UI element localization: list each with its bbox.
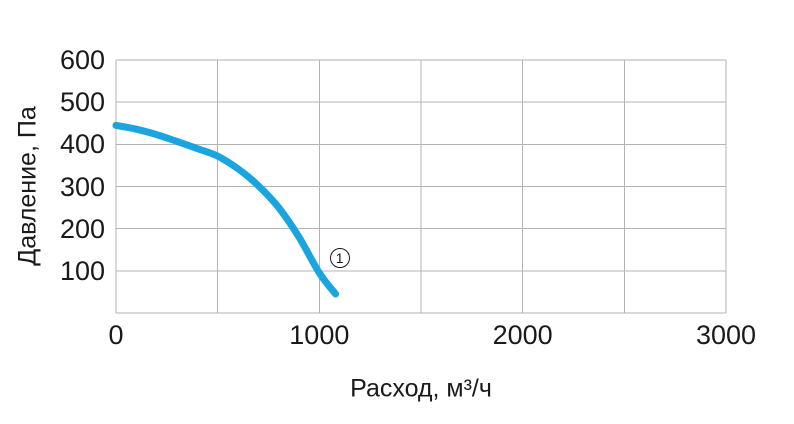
x-tick-label-2000: 2000: [492, 320, 553, 350]
y-axis-title: Давление, Па: [13, 106, 42, 266]
y-tick-label-100: 100: [59, 255, 105, 286]
x-tick-label-1000: 1000: [289, 320, 350, 350]
y-tick-label-500: 500: [59, 87, 105, 118]
curve-number-label: 1: [335, 250, 344, 267]
x-axis-title: Расход, м³/ч: [350, 374, 492, 403]
x-tick-label-0: 0: [108, 320, 124, 350]
y-tick-label-600: 600: [59, 45, 105, 75]
gridlines: [115, 59, 727, 314]
y-tick-label-300: 300: [59, 171, 105, 202]
y-tick-label-200: 200: [59, 213, 105, 244]
x-tick-label-3000: 3000: [695, 320, 757, 350]
curve-number-badge: 1: [329, 248, 350, 269]
fan-curve-series-1: [112, 121, 340, 298]
y-tick-label-400: 400: [59, 129, 105, 160]
